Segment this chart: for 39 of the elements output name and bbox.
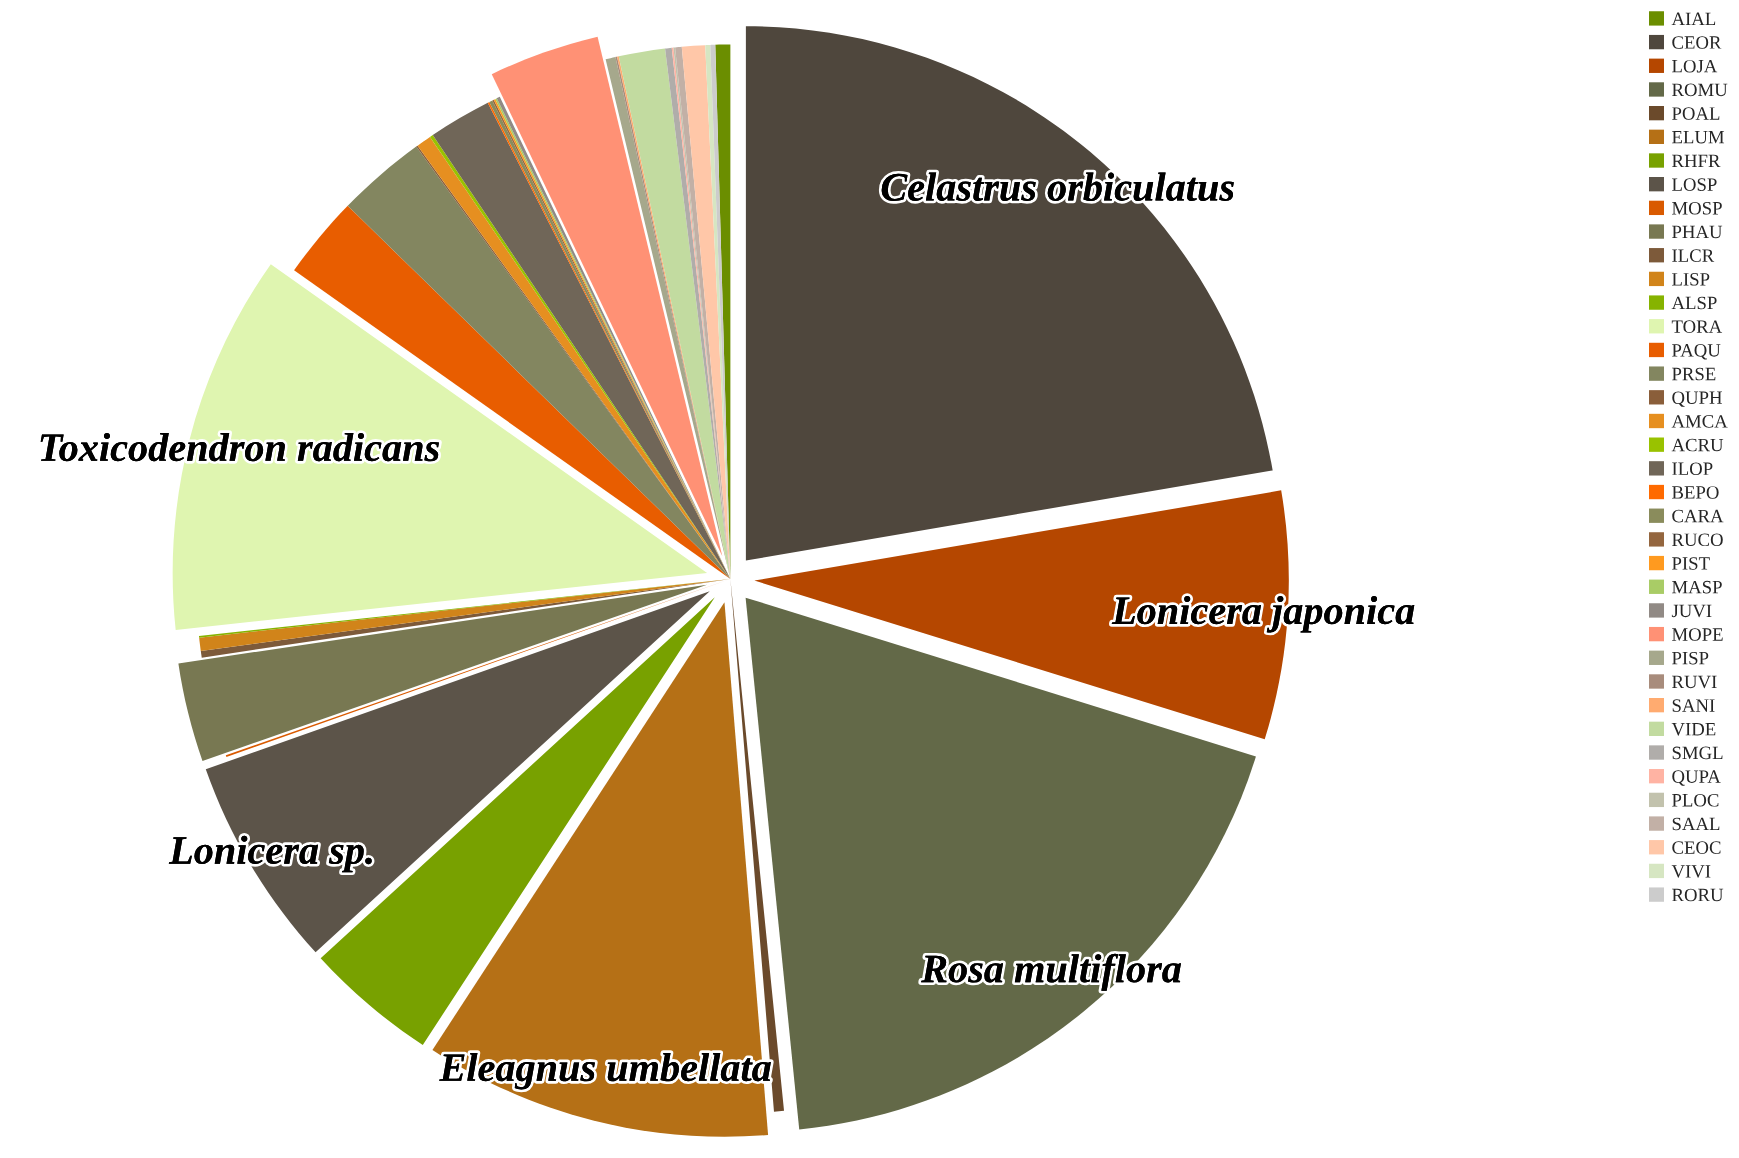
legend-label: ALSP — [1671, 296, 1717, 310]
legend-label: SMGL — [1672, 746, 1723, 760]
legend-label: PLOC — [1672, 793, 1719, 807]
legend-label: QUPA — [1672, 770, 1721, 786]
legend-label: PAQU — [1672, 344, 1721, 360]
legend-label: MOSP — [1672, 201, 1722, 215]
legend-label: MOPE — [1672, 628, 1723, 641]
legend-label: ILCR — [1672, 249, 1715, 262]
legend-label: PRSE — [1672, 367, 1716, 381]
legend-label: LOSP — [1672, 178, 1717, 191]
legend-label: AMCA — [1671, 415, 1728, 428]
legend-label: LOJA — [1672, 59, 1718, 73]
text: Toxicodendron radicans — [40, 432, 439, 462]
legend-label: PIST — [1672, 557, 1710, 570]
legend-label: ROMU — [1672, 83, 1728, 97]
legend-label: RUVI — [1672, 675, 1717, 689]
legend-label: VIVI — [1671, 865, 1711, 878]
legend-label: RHFR — [1672, 154, 1721, 168]
legend-label: ELUM — [1672, 131, 1725, 144]
legend-label: ACRU — [1671, 438, 1724, 452]
legend-label: VIDE — [1671, 723, 1716, 736]
legend-label: AIAL — [1671, 12, 1716, 25]
legend-label: JUVI — [1671, 604, 1712, 618]
legend-label: SAAL — [1672, 817, 1720, 831]
legend-label: RUCO — [1672, 533, 1723, 547]
legend-label: PISP — [1672, 651, 1709, 665]
legend-label: LISP — [1672, 273, 1710, 286]
legend-label: PHAU — [1672, 225, 1723, 239]
legend-label: TORA — [1671, 320, 1723, 333]
legend-label: POAL — [1672, 107, 1720, 120]
legend-label: MASP — [1672, 580, 1722, 594]
legend-label: CEOR — [1672, 36, 1722, 49]
legend-label: QUPH — [1672, 391, 1722, 407]
legend-label: ILOP — [1672, 462, 1713, 476]
legend-label: BEPO — [1672, 486, 1719, 499]
legend-label: SANI — [1672, 699, 1715, 712]
legend-label: CEOC — [1672, 841, 1721, 854]
legend-label: RORU — [1672, 888, 1724, 902]
legend-label: CARA — [1672, 509, 1724, 523]
